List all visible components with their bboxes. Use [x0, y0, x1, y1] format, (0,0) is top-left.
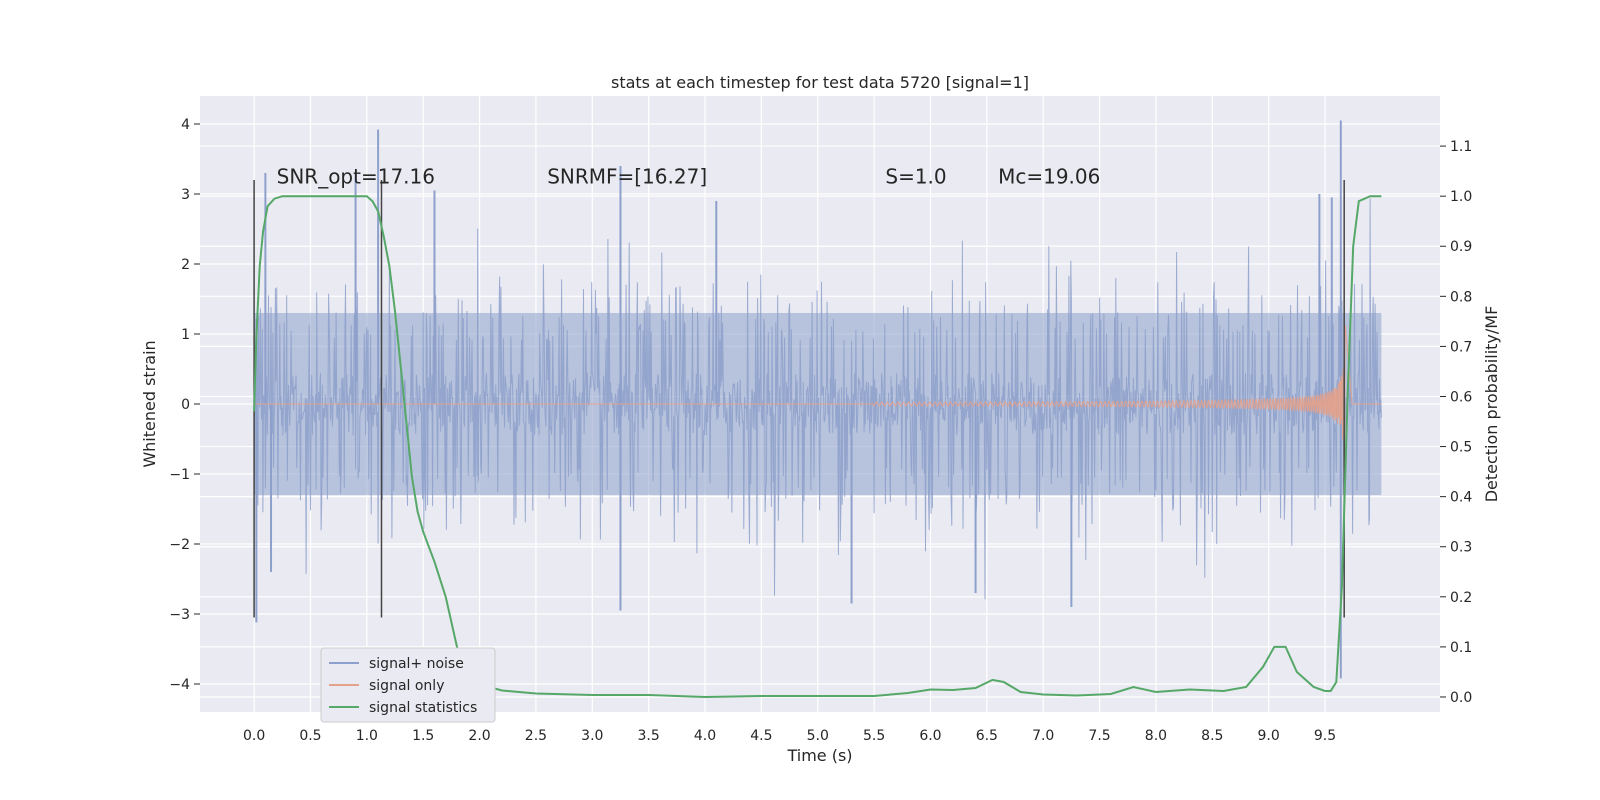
annotation-2: S=1.0 — [885, 165, 946, 189]
signal-statistics-series — [253, 195, 1382, 699]
chart-title: stats at each timestep for test data 572… — [611, 73, 1029, 92]
x-tick-label: 8.5 — [1201, 728, 1223, 744]
y2-tick-label: 0.9 — [1450, 239, 1472, 255]
y-axis-label: Whitened strain — [140, 340, 159, 467]
y-tick-label: 2 — [181, 257, 190, 273]
y2-axis-label: Detection probability/MF — [1482, 306, 1501, 503]
y2-tick-label: 0.6 — [1450, 389, 1472, 405]
x-tick-label: 0.0 — [243, 728, 265, 744]
x-axis-ticks: 0.0 0.5 1.0 1.5 2.0 2.5 3.0 3.5 4.0 4.5 5.0 5.5 6.0 6… — [243, 728, 1336, 744]
x-tick-label: 1.0 — [356, 728, 378, 744]
legend-label-signal-only: signal only — [369, 678, 444, 694]
x-tick-label: 5.5 — [863, 728, 885, 744]
x-axis-label: Time (s) — [786, 746, 852, 765]
y2-tick-label: 0.4 — [1450, 490, 1472, 506]
annotation-3: Mc=19.06 — [998, 165, 1100, 189]
y2-tick-label: 0.1 — [1450, 640, 1472, 656]
y-tick-label: 4 — [181, 117, 190, 133]
signal-only-line — [254, 325, 1382, 468]
y2-tick-label: 0.0 — [1450, 690, 1472, 706]
y2-tick-label: 1.0 — [1450, 189, 1472, 205]
y2-tick-label: 0.8 — [1450, 289, 1472, 305]
legend-label-signal-noise: signal+ noise — [369, 656, 464, 672]
x-tick-label: 7.0 — [1032, 728, 1054, 744]
x-tick-label: 8.0 — [1145, 728, 1167, 744]
y-axis-ticks: 4 3 2 1 0 −1 −2 −3 −4 — [169, 117, 200, 693]
x-tick-label: 6.5 — [976, 728, 998, 744]
legend: signal+ noise signal only signal statist… — [320, 647, 496, 723]
annotations: SNR_opt=17.16 SNRMF=[16.27] S=1.0 Mc=19.06 — [277, 165, 1101, 189]
x-tick-label: 4.0 — [694, 728, 716, 744]
y-tick-label: 3 — [181, 187, 190, 203]
signal-only-series — [254, 325, 1382, 468]
x-tick-label: 6.0 — [919, 728, 941, 744]
y-tick-label: −2 — [169, 537, 190, 553]
x-tick-label: 2.5 — [525, 728, 547, 744]
y-tick-label: −1 — [169, 467, 190, 483]
x-tick-label: 4.5 — [750, 728, 772, 744]
legend-box — [320, 647, 496, 723]
x-tick-label: 9.0 — [1258, 728, 1280, 744]
annotation-1: SNRMF=[16.27] — [547, 165, 707, 189]
y2-axis-ticks: 1.1 1.0 0.9 0.8 0.7 0.6 0.5 0.4 0.3 0.2 0.1 0.0 — [1440, 139, 1472, 706]
y2-tick-label: 1.1 — [1450, 139, 1472, 155]
x-tick-label: 3.5 — [638, 728, 660, 744]
signal-statistics-line — [253, 195, 1382, 699]
x-tick-label: 5.0 — [807, 728, 829, 744]
y-tick-label: −4 — [169, 677, 190, 693]
x-tick-label: 3.0 — [581, 728, 603, 744]
x-tick-label: 9.5 — [1314, 728, 1336, 744]
y-tick-label: −3 — [169, 607, 190, 623]
x-tick-label: 2.0 — [468, 728, 490, 744]
legend-label-signal-statistics: signal statistics — [369, 700, 477, 716]
y2-tick-label: 0.7 — [1450, 339, 1472, 355]
x-tick-label: 1.5 — [412, 728, 434, 744]
y2-tick-label: 0.5 — [1450, 440, 1472, 456]
y-tick-label: 0 — [181, 397, 190, 413]
y-tick-label: 1 — [181, 327, 190, 343]
x-tick-label: 7.5 — [1088, 728, 1110, 744]
x-tick-label: 0.5 — [299, 728, 321, 744]
y2-tick-label: 0.3 — [1450, 540, 1472, 556]
y2-tick-label: 0.2 — [1450, 590, 1472, 606]
annotation-0: SNR_opt=17.16 — [277, 165, 435, 189]
